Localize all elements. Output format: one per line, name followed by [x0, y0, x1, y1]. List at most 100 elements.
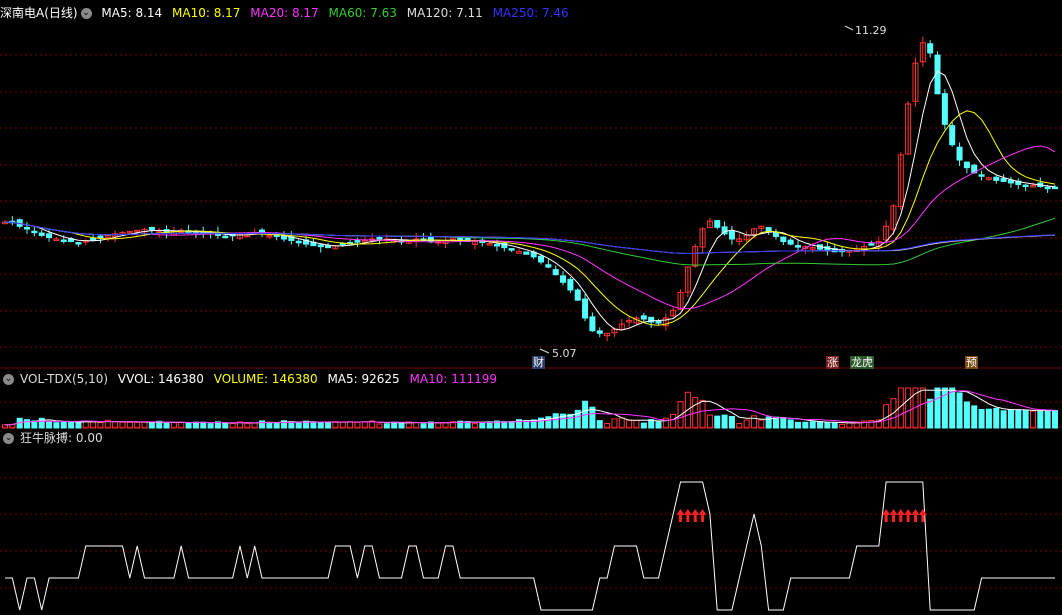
volume-bar	[325, 421, 332, 429]
chevron-down-icon[interactable]: ⌄	[3, 374, 14, 385]
indicator-line	[5, 481, 1055, 611]
chevron-down-icon[interactable]: ⌄	[3, 433, 14, 444]
candle-body	[523, 251, 530, 255]
candle-body	[1044, 186, 1051, 190]
volume-bar	[604, 422, 611, 429]
volume-bar	[648, 419, 655, 429]
candle-body	[75, 242, 82, 245]
volume-bar	[273, 422, 280, 429]
volume-bar	[677, 401, 684, 429]
volume-bar	[706, 414, 713, 429]
candle-body	[1000, 178, 1007, 182]
up-arrow-icon	[882, 509, 891, 522]
ma120-value: MA120: 7.11	[406, 6, 483, 20]
volume-bar	[655, 421, 662, 429]
volume-bar	[449, 421, 456, 429]
candle-body	[809, 247, 816, 250]
volume-bar	[457, 420, 464, 429]
vol-ma5-line	[4, 389, 1056, 426]
volume-bar	[743, 419, 750, 429]
candle-body	[831, 248, 838, 253]
volume-bar	[809, 421, 816, 429]
volume-bar	[949, 387, 956, 429]
candle-body	[750, 228, 757, 236]
candle-body	[501, 243, 508, 249]
vol-ma10-line	[4, 390, 1056, 426]
candle-body	[560, 275, 567, 283]
volume-bar	[787, 419, 794, 429]
volume-bar	[560, 413, 567, 429]
volume-bar	[985, 408, 992, 429]
ma60-line	[5, 217, 1056, 266]
volume-bar	[941, 387, 948, 429]
candle-body	[919, 42, 926, 63]
ma250-value: MA250: 7.46	[492, 6, 569, 20]
candle-body	[317, 244, 324, 248]
candle-body	[655, 320, 662, 324]
ma20-line	[5, 145, 1056, 310]
candle-body	[941, 93, 948, 125]
vol-ma5-value: MA5: 92625	[327, 372, 400, 386]
volume-bar	[971, 405, 978, 429]
volume-bar	[861, 420, 868, 429]
candle-body	[574, 289, 581, 301]
candle-body	[978, 174, 985, 177]
volume-bar	[68, 421, 75, 429]
candle-body	[46, 233, 53, 238]
volume-bar	[670, 413, 677, 429]
candle-body	[736, 238, 743, 243]
indicator-line	[5, 481, 1055, 611]
candle-body	[38, 232, 45, 236]
volume-bar	[303, 420, 310, 429]
ma10-value: MA10: 8.17	[172, 6, 241, 20]
volume-bar	[1022, 409, 1029, 429]
up-arrow-icon	[896, 509, 905, 522]
up-arrow-icon	[918, 509, 927, 522]
volume-bar	[148, 422, 155, 429]
candle-body	[60, 239, 67, 243]
volume-bar	[589, 406, 596, 429]
tag-zhang[interactable]: 涨	[826, 356, 839, 369]
volume-bar	[24, 419, 31, 429]
grid-lines	[0, 54, 1062, 589]
tag-cai[interactable]: 财	[532, 356, 545, 369]
volume-bar	[354, 422, 361, 429]
candle-body	[648, 316, 655, 323]
volume-bar	[310, 422, 317, 429]
tag-yu[interactable]: 预	[965, 356, 978, 369]
candle-body	[890, 205, 897, 230]
volume-bar	[890, 398, 897, 429]
candle-body	[1029, 184, 1036, 188]
volume-bar	[295, 421, 302, 429]
candle-body	[934, 54, 941, 95]
ma5-value: MA5: 8.14	[101, 6, 163, 20]
indicator-name: 狂牛脉搏	[20, 431, 69, 445]
volume-bar	[795, 421, 802, 429]
candle-body	[670, 309, 677, 317]
volume-bar	[956, 392, 963, 429]
volume-bar	[163, 422, 170, 429]
ma250-line	[5, 221, 1056, 255]
indicator-legend: ⌄ 狂牛脉搏: 0.00	[0, 430, 109, 446]
volume-bar	[963, 401, 970, 429]
volume-bar	[728, 416, 735, 429]
vol-ma10-value: MA10: 111199	[409, 372, 498, 386]
volume-bar	[369, 420, 376, 429]
candle-body	[596, 330, 603, 334]
candle-body	[471, 241, 478, 245]
candle-body	[354, 240, 361, 243]
volume-bar	[765, 416, 772, 429]
candle-body	[604, 332, 611, 337]
tag-longhu[interactable]: 龙虎	[850, 356, 874, 369]
indicator-value: : 0.00	[68, 431, 103, 445]
candle-body	[626, 320, 633, 323]
volume-bar	[574, 409, 581, 429]
volume-bar	[868, 420, 875, 429]
candle-body	[677, 292, 684, 311]
volume-bar	[684, 391, 691, 429]
up-arrow-icon	[676, 509, 685, 522]
chevron-down-icon[interactable]: ⌄	[80, 8, 92, 19]
candle-body	[993, 176, 1000, 181]
volume-bar	[222, 422, 229, 429]
